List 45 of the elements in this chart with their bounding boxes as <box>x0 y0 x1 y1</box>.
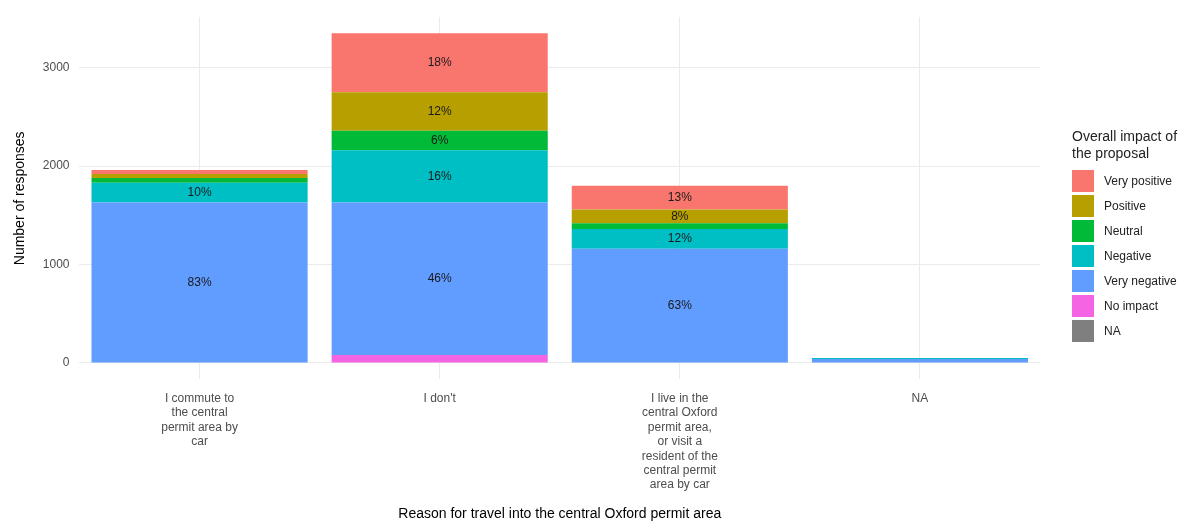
annotation: 12% <box>667 231 693 246</box>
x-axis-title: Reason for travel into the central Oxford permit area <box>398 505 722 522</box>
annotation: 6% <box>431 132 449 147</box>
bar <box>91 173 308 178</box>
x-tick-label: I live in the central Oxford permit area, or visit a resident of the central permit area by car <box>641 390 719 492</box>
annotation: 83% <box>187 274 212 289</box>
legend-label: Positive <box>1104 198 1147 213</box>
annotation: 8% <box>671 208 689 223</box>
legend-label: Negative <box>1104 248 1152 263</box>
annotation: 46% <box>427 271 453 286</box>
bar <box>571 209 788 224</box>
annotation: 63% <box>667 297 693 312</box>
bar <box>91 202 308 363</box>
bar <box>331 92 548 131</box>
bar <box>571 229 788 249</box>
x-tick-label: NA <box>911 390 929 405</box>
y-tick-label: 1000 <box>42 256 70 271</box>
annotation: 16% <box>427 168 453 183</box>
legend-title: Overall impact of the proposal <box>1072 128 1179 162</box>
bar <box>331 150 548 203</box>
legend-label: Neutral <box>1104 223 1143 238</box>
x-tick-label: I don't <box>423 390 457 405</box>
y-tick-label: 0 <box>62 355 70 370</box>
annotation: 10% <box>187 185 212 199</box>
y-tick-label: 3000 <box>42 60 70 74</box>
bar <box>571 248 788 363</box>
annotation: 18% <box>427 55 453 70</box>
legend-label: No impact <box>1104 298 1159 313</box>
y-axis-title: Number of responses <box>11 131 28 266</box>
bar <box>331 33 548 93</box>
x-tick-label: I commute to the central permit area by car <box>161 390 238 449</box>
bar <box>331 130 548 151</box>
bar <box>571 223 788 230</box>
legend-label: Very negative <box>1104 273 1177 288</box>
bar <box>91 177 308 183</box>
bar <box>331 355 548 363</box>
legend-label: NA <box>1104 323 1121 338</box>
bar <box>571 185 788 210</box>
bar <box>91 182 308 203</box>
bar <box>91 170 308 174</box>
bar <box>331 202 548 356</box>
y-tick-label: 2000 <box>42 158 70 173</box>
legend-label: Very positive <box>1104 173 1173 188</box>
annotation: 13% <box>667 189 693 204</box>
annotation: 12% <box>427 103 453 118</box>
